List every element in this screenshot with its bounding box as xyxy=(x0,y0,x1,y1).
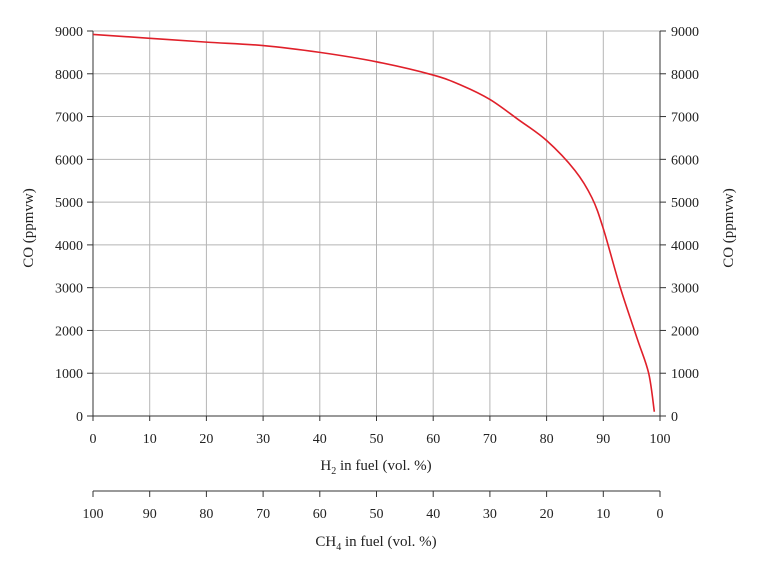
y-tick-label: 7000 xyxy=(55,111,83,126)
x-tick-label: 80 xyxy=(540,432,554,447)
secondary-x-tick-label: 60 xyxy=(313,507,327,522)
right-y-tick-label: 1000 xyxy=(671,367,699,382)
y-tick-label: 4000 xyxy=(55,239,83,254)
secondary-x-tick-label: 50 xyxy=(370,507,384,522)
x-axis-label: H2 in fuel (vol. %) xyxy=(320,458,431,477)
right-y-tick-label: 4000 xyxy=(671,239,699,254)
y-tick-label: 8000 xyxy=(55,68,83,83)
grid-lines xyxy=(92,30,661,417)
secondary-x-tick-label: 30 xyxy=(483,507,497,522)
right-y-tick-label: 6000 xyxy=(671,153,699,168)
y-tick-label: 0 xyxy=(76,410,83,425)
x-tick-label: 10 xyxy=(143,432,157,447)
axes xyxy=(87,30,666,497)
right-y-tick-label: 0 xyxy=(671,410,678,425)
y-tick-label: 2000 xyxy=(55,324,83,339)
x-tick-label: 20 xyxy=(199,432,213,447)
series-layer xyxy=(92,33,656,412)
y-tick-label: 9000 xyxy=(55,25,83,40)
x-tick-label: 100 xyxy=(650,432,671,447)
secondary-x-tick-label: 40 xyxy=(426,507,440,522)
secondary-x-axis-label: CH4 in fuel (vol. %) xyxy=(315,534,436,553)
y-tick-label: 6000 xyxy=(55,153,83,168)
secondary-x-tick-label: 10 xyxy=(596,507,610,522)
right-y-tick-label: 5000 xyxy=(671,196,699,211)
x-tick-label: 90 xyxy=(596,432,610,447)
right-y-axis-label: CO (ppmvw) xyxy=(721,188,737,268)
secondary-x-tick-label: 90 xyxy=(143,507,157,522)
x-tick-label: 60 xyxy=(426,432,440,447)
x-tick-label: 50 xyxy=(370,432,384,447)
y-tick-label: 1000 xyxy=(55,367,83,382)
y-axis-label: CO (ppmvw) xyxy=(21,188,37,268)
secondary-x-tick-label: 70 xyxy=(256,507,270,522)
x-tick-label: 30 xyxy=(256,432,270,447)
x-tick-label: 0 xyxy=(90,432,97,447)
right-y-tick-label: 3000 xyxy=(671,282,699,297)
y-tick-label: 5000 xyxy=(55,196,83,211)
y-tick-label: 3000 xyxy=(55,282,83,297)
x-tick-label: 70 xyxy=(483,432,497,447)
secondary-x-tick-label: 0 xyxy=(657,507,664,522)
right-y-tick-label: 2000 xyxy=(671,324,699,339)
secondary-x-tick-label: 100 xyxy=(83,507,104,522)
secondary-x-tick-label: 80 xyxy=(199,507,213,522)
x-tick-label: 40 xyxy=(313,432,327,447)
right-y-tick-label: 7000 xyxy=(671,111,699,126)
right-y-tick-label: 8000 xyxy=(671,68,699,83)
secondary-x-tick-label: 20 xyxy=(540,507,554,522)
right-y-tick-label: 9000 xyxy=(671,25,699,40)
series-line-1 xyxy=(92,33,656,412)
